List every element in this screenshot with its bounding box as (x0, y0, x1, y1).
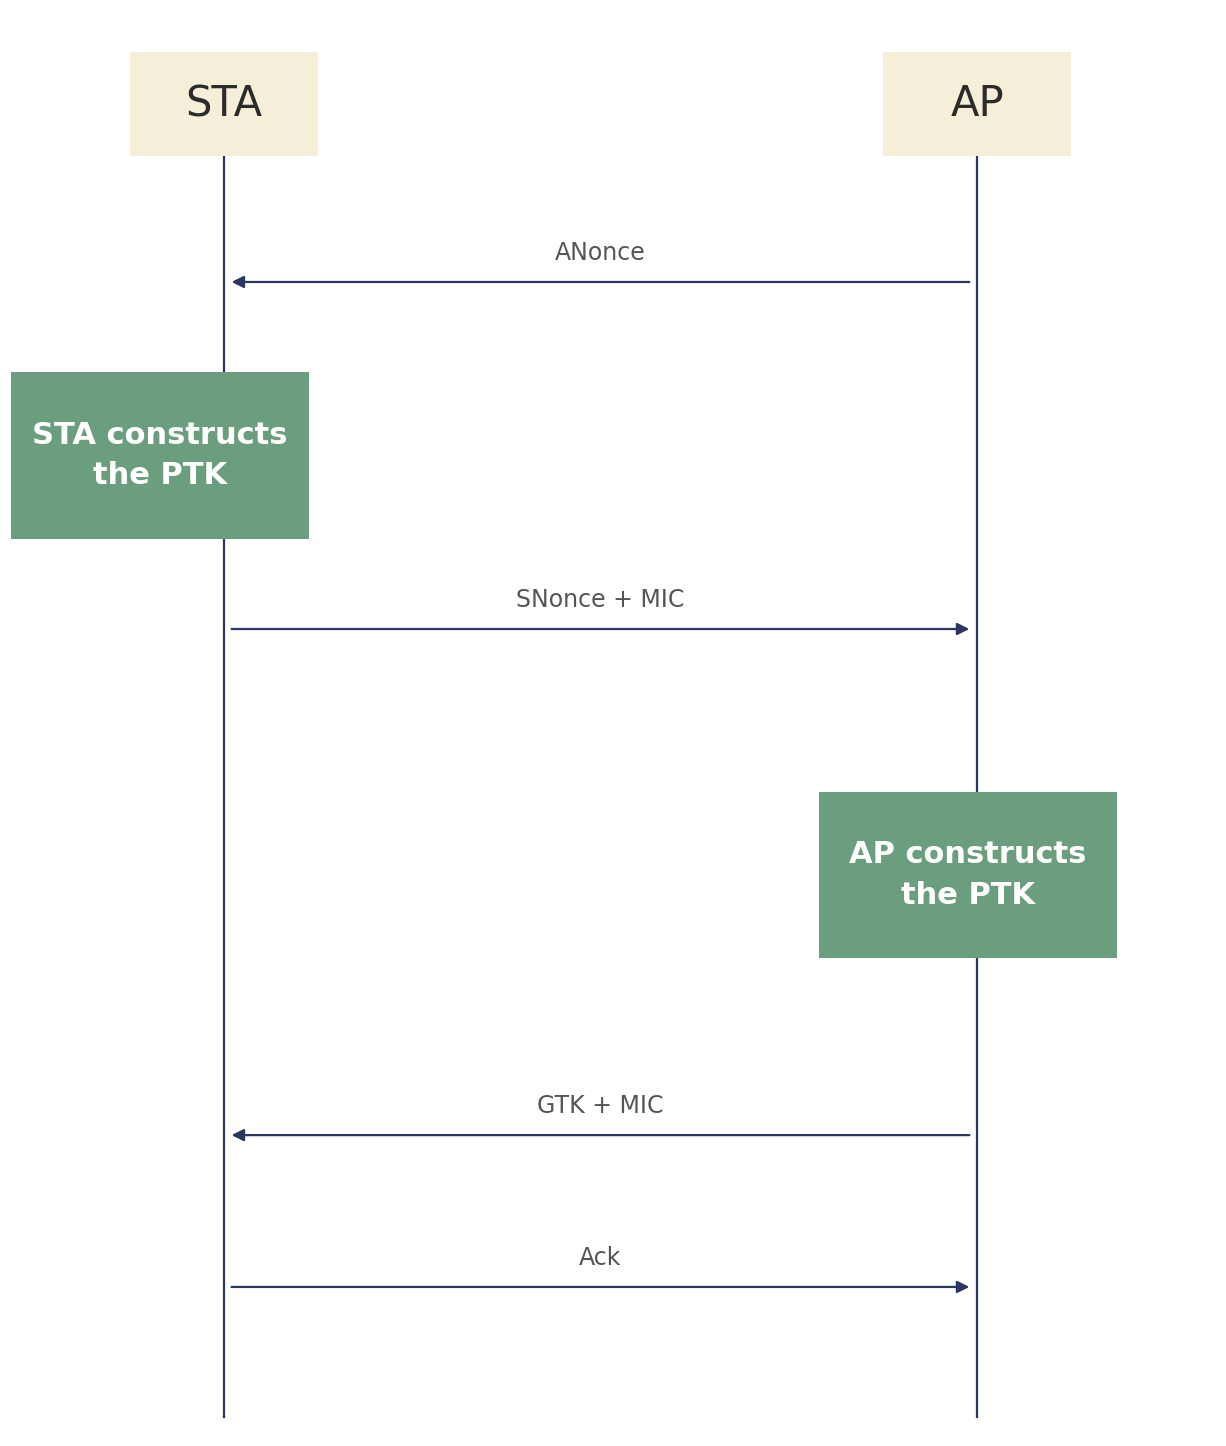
Text: STA constructs
the PTK: STA constructs the PTK (32, 421, 288, 490)
FancyBboxPatch shape (130, 52, 318, 156)
Text: ANonce: ANonce (555, 240, 646, 265)
Text: AP constructs
the PTK: AP constructs the PTK (850, 840, 1086, 910)
Text: SNonce + MIC: SNonce + MIC (516, 587, 684, 612)
Text: AP: AP (950, 82, 1004, 126)
Text: Ack: Ack (579, 1245, 622, 1270)
Text: STA: STA (185, 82, 262, 126)
FancyBboxPatch shape (11, 372, 309, 538)
Text: GTK + MIC: GTK + MIC (537, 1093, 663, 1118)
FancyBboxPatch shape (883, 52, 1072, 156)
FancyBboxPatch shape (819, 791, 1117, 957)
